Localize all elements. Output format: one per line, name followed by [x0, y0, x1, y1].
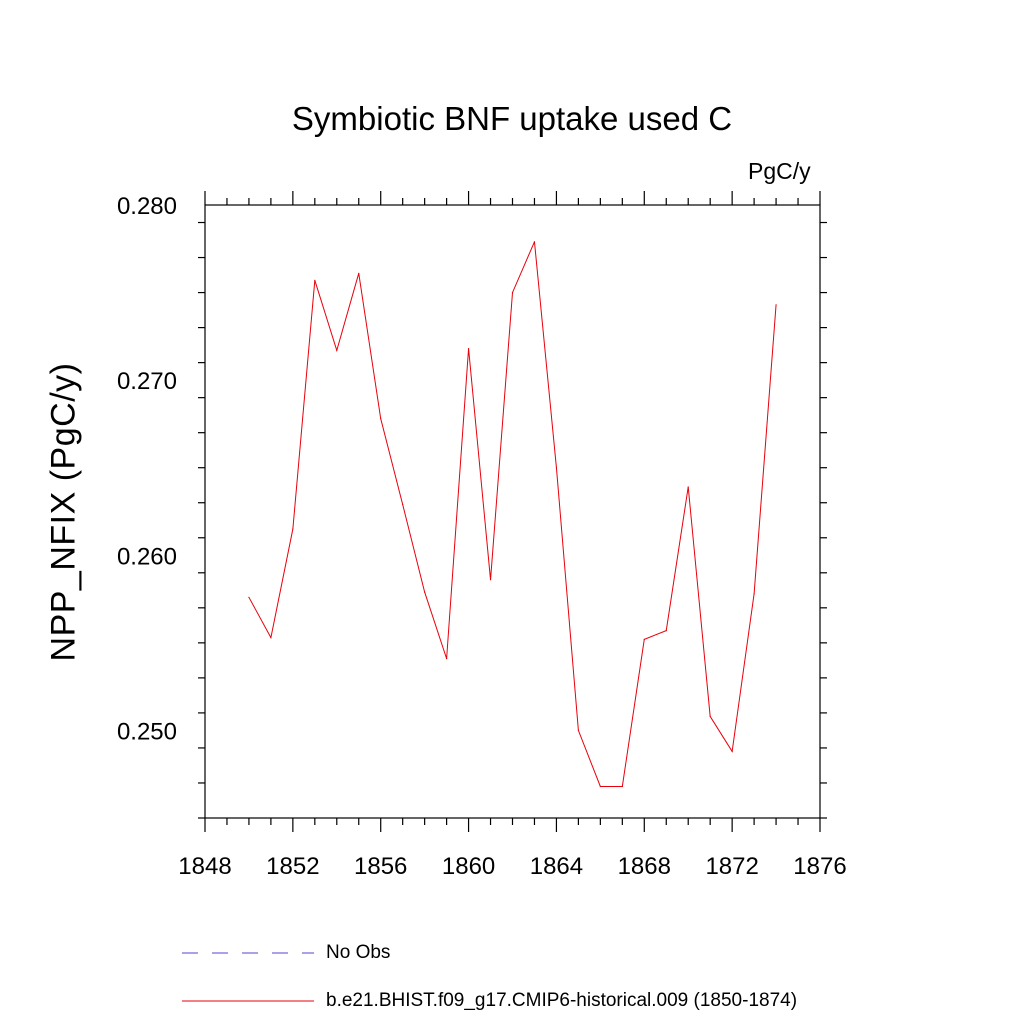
y-tick-label: 0.280 [117, 193, 177, 220]
legend: No Obs b.e21.BHIST.f09_g17.CMIP6-histori… [0, 930, 1024, 1020]
x-tick-label: 1864 [530, 853, 583, 880]
x-tick-label: 1860 [442, 853, 495, 880]
y-tick-label: 0.250 [117, 718, 177, 745]
data-point [446, 658, 448, 660]
series-points [248, 241, 777, 788]
data-point [599, 785, 601, 788]
data-point [292, 528, 294, 530]
legend-label-obs: No Obs [326, 942, 391, 963]
x-tick-label: 1856 [354, 853, 407, 880]
y-tick-label: 0.260 [117, 543, 177, 570]
data-point [775, 304, 777, 306]
data-point [555, 467, 558, 469]
x-tick-label: 1872 [705, 853, 758, 880]
data-point [402, 503, 404, 506]
data-point [380, 418, 382, 420]
data-point [489, 579, 492, 581]
data-point [467, 348, 470, 350]
data-point [577, 729, 579, 732]
x-tick-label: 1848 [178, 853, 231, 880]
y-axis-label: NPP_NFIX (PgC/y) [44, 362, 83, 662]
data-point [314, 279, 316, 281]
legend-swatch-solid [182, 1000, 314, 1002]
data-point [424, 591, 426, 593]
data-point [665, 629, 667, 632]
data-point [533, 241, 536, 243]
data-point [248, 596, 250, 598]
data-point [731, 750, 733, 753]
data-point [358, 272, 360, 274]
legend-item-obs: No Obs [182, 942, 390, 964]
legend-swatch-dashed [182, 952, 314, 954]
units-label: PgC/y [748, 158, 811, 184]
y-tick-label: 0.270 [117, 368, 177, 395]
data-point [270, 637, 272, 639]
legend-label-model: b.e21.BHIST.f09_g17.CMIP6-historical.009… [326, 990, 798, 1011]
data-point [643, 638, 645, 640]
x-tick-label: 1876 [793, 853, 846, 880]
chart-title: Symbiotic BNF uptake used C [291, 100, 733, 137]
data-point [753, 593, 755, 595]
x-tick-label: 1852 [266, 853, 319, 880]
x-tick-label: 1868 [618, 853, 671, 880]
series-line-model [248, 241, 777, 787]
data-point [709, 715, 711, 718]
y-tick-labels: 0.250 0.260 0.270 0.280 [117, 193, 177, 745]
axis-ticks [198, 191, 827, 832]
legend-item-model: b.e21.BHIST.f09_g17.CMIP6-historical.009… [182, 990, 797, 1012]
plot-frame [204, 204, 821, 819]
data-point [621, 785, 623, 788]
data-point [687, 486, 689, 488]
x-tick-labels: 1848 1852 1856 1860 1864 1868 1872 1876 [178, 853, 846, 880]
data-point [511, 291, 514, 294]
data-point [336, 349, 338, 351]
